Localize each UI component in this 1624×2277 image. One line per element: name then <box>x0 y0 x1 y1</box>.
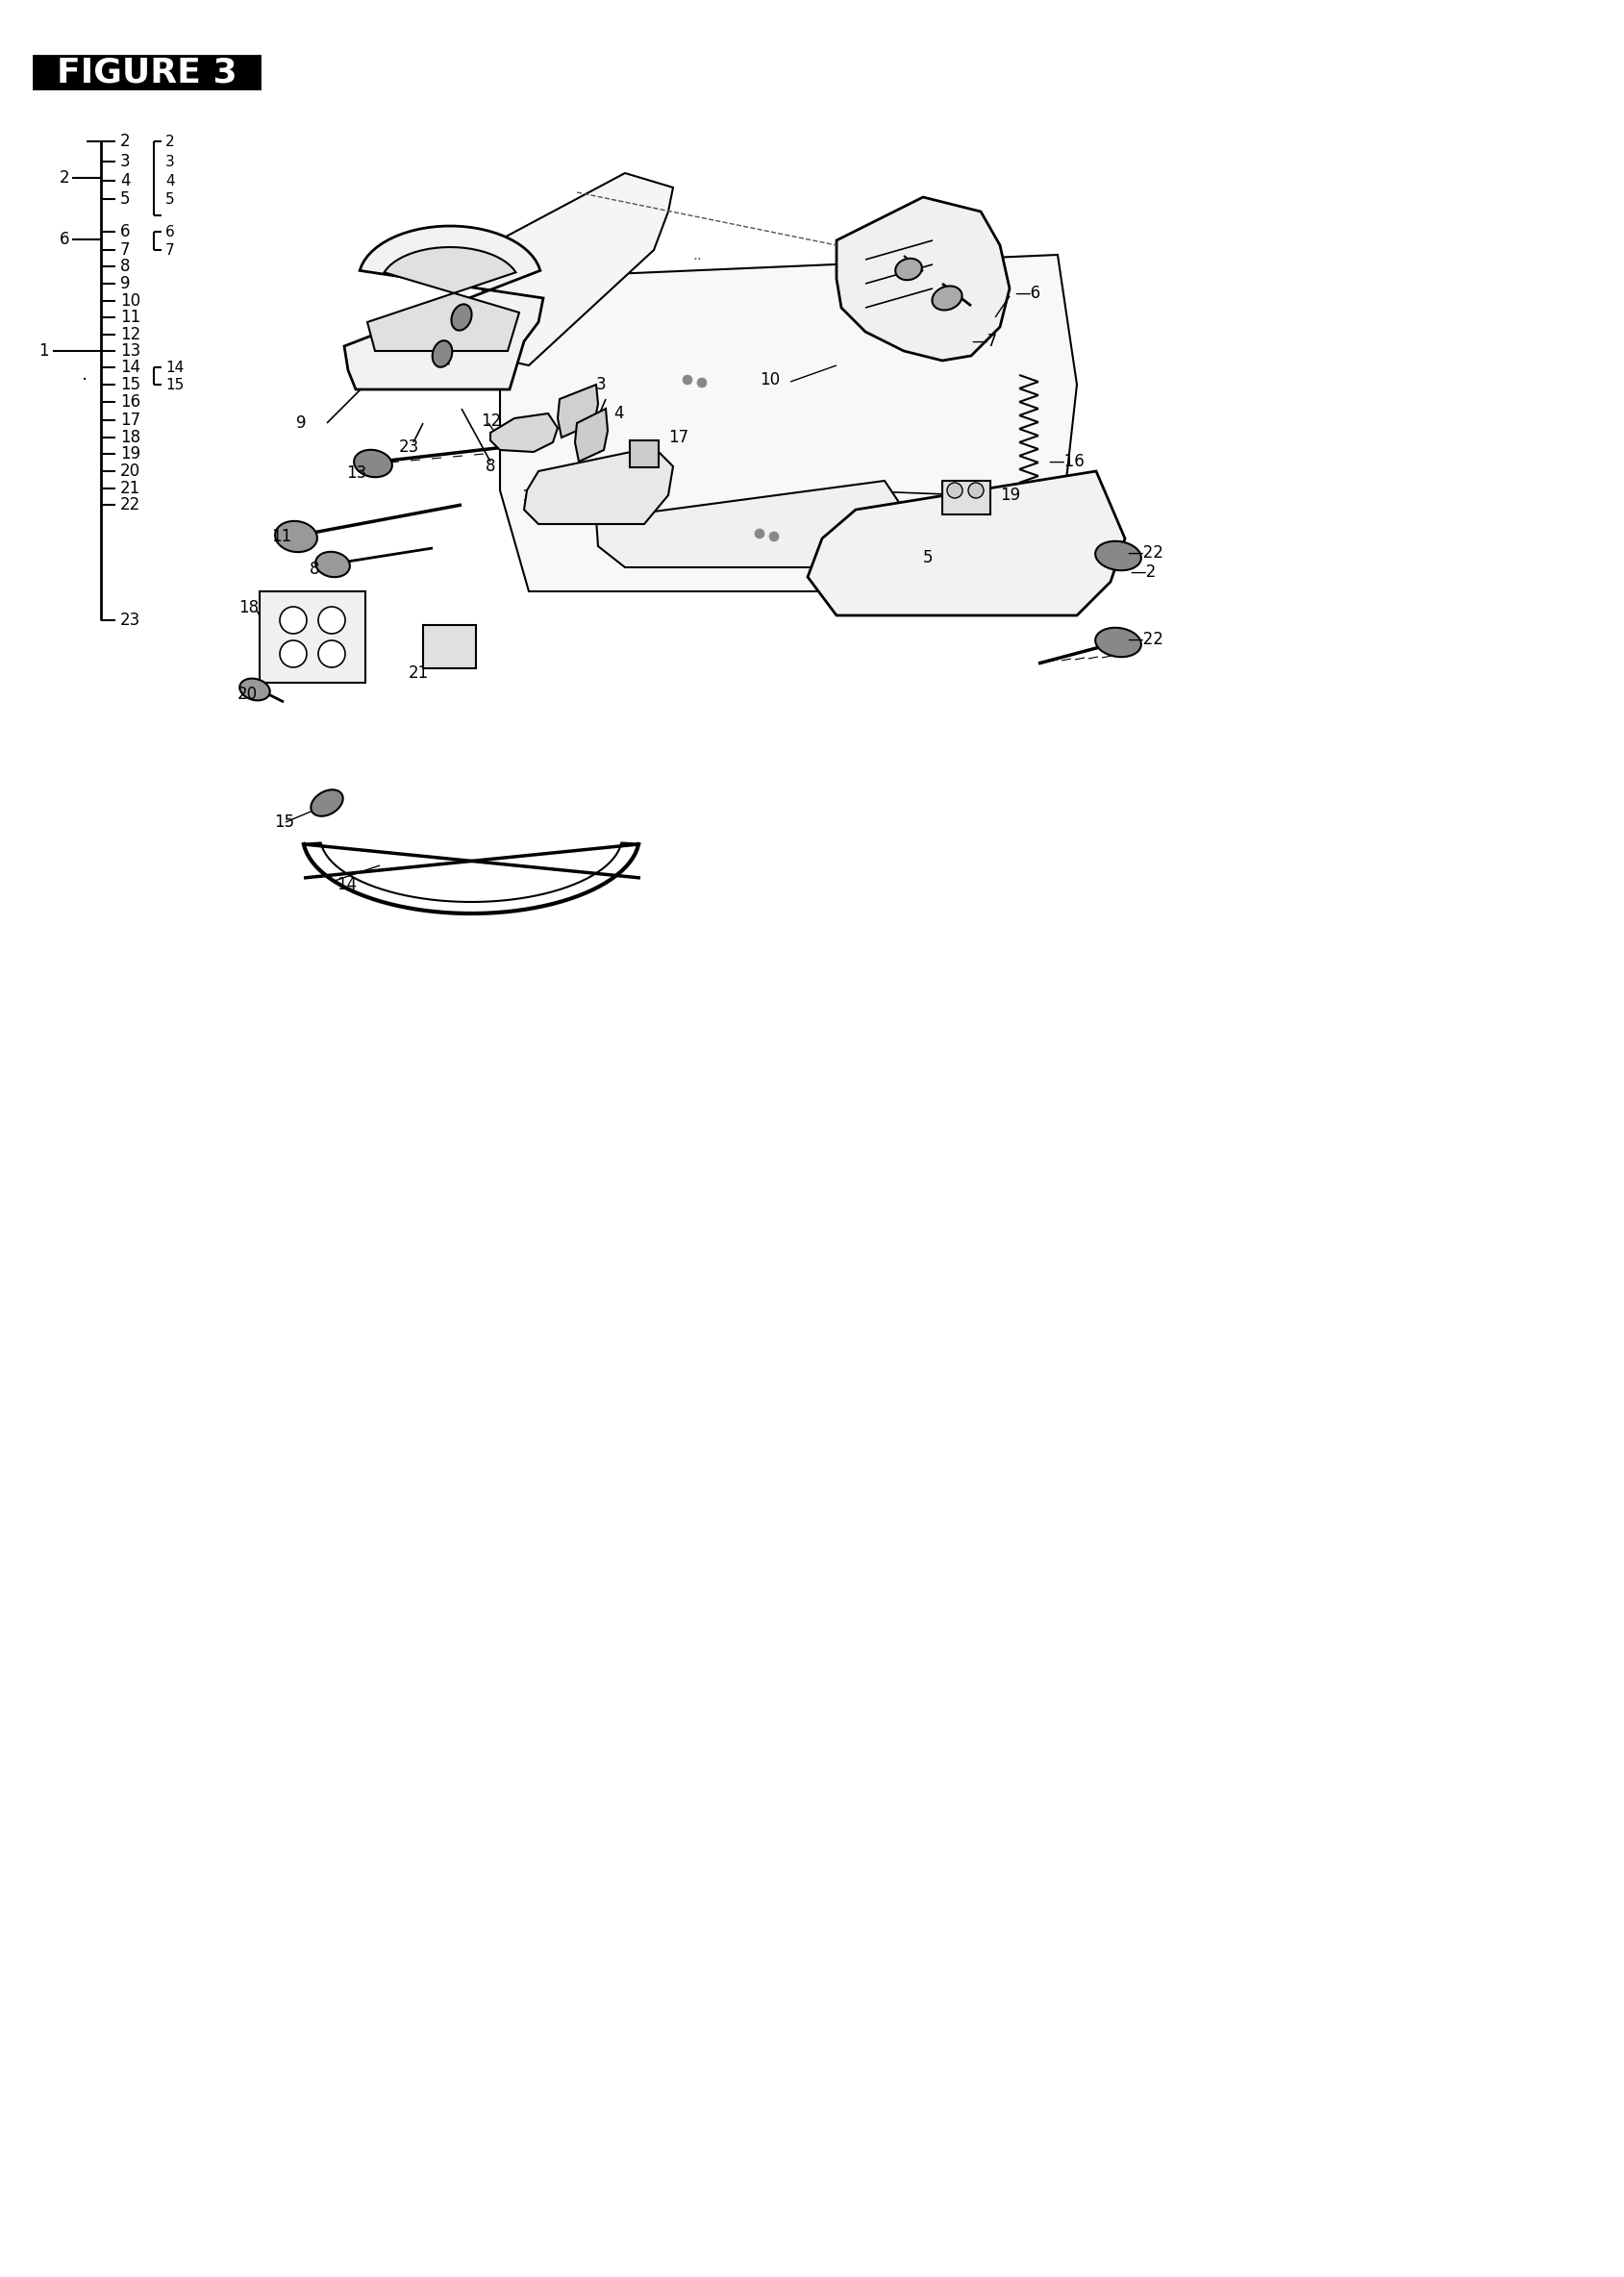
Bar <box>260 592 365 683</box>
Text: 22: 22 <box>120 496 141 515</box>
Ellipse shape <box>682 376 692 385</box>
Text: 3: 3 <box>166 155 175 168</box>
Text: 23: 23 <box>400 439 419 455</box>
Text: 7: 7 <box>166 244 175 257</box>
Text: 2: 2 <box>166 134 175 148</box>
Text: 9: 9 <box>120 276 130 291</box>
Text: 15: 15 <box>274 813 294 831</box>
Ellipse shape <box>354 451 391 478</box>
Polygon shape <box>500 255 1077 592</box>
Text: 3: 3 <box>596 376 606 394</box>
Text: 17: 17 <box>667 428 689 446</box>
Text: 14: 14 <box>336 877 357 893</box>
Polygon shape <box>481 173 672 364</box>
Polygon shape <box>525 446 672 524</box>
Ellipse shape <box>770 533 780 542</box>
Ellipse shape <box>240 679 270 701</box>
Text: 11: 11 <box>271 528 292 544</box>
Text: 20: 20 <box>237 685 258 704</box>
Ellipse shape <box>310 790 343 815</box>
Text: —22: —22 <box>1127 544 1163 562</box>
Ellipse shape <box>841 519 851 528</box>
Text: 7: 7 <box>120 241 130 260</box>
Text: ··: ·· <box>692 253 702 266</box>
Text: 20: 20 <box>120 462 141 480</box>
Text: 2: 2 <box>120 132 130 150</box>
Text: 23: 23 <box>120 613 141 628</box>
Ellipse shape <box>968 483 984 499</box>
Polygon shape <box>490 414 557 451</box>
Text: 11: 11 <box>120 310 141 326</box>
Ellipse shape <box>932 287 961 310</box>
Text: 15: 15 <box>120 376 141 394</box>
Text: 5: 5 <box>166 191 175 207</box>
Text: 1: 1 <box>39 342 49 360</box>
Ellipse shape <box>279 606 307 633</box>
Text: FIGURE 3: FIGURE 3 <box>57 55 237 89</box>
Text: 18: 18 <box>239 599 258 617</box>
Polygon shape <box>575 408 607 462</box>
Text: 19: 19 <box>120 446 141 462</box>
Text: 8: 8 <box>310 560 320 578</box>
Text: 8: 8 <box>486 458 495 476</box>
Text: 12: 12 <box>481 412 502 430</box>
Text: 6: 6 <box>60 230 70 248</box>
Text: 9: 9 <box>296 414 307 433</box>
Text: 14: 14 <box>120 360 141 376</box>
Bar <box>942 480 991 515</box>
Text: 4: 4 <box>120 173 130 189</box>
Ellipse shape <box>755 528 765 537</box>
Text: 12: 12 <box>120 326 141 344</box>
Ellipse shape <box>318 606 346 633</box>
Text: ·: · <box>81 371 88 389</box>
Text: 14: 14 <box>166 360 184 373</box>
Ellipse shape <box>856 521 866 533</box>
Text: 10: 10 <box>760 371 780 389</box>
Text: —6: —6 <box>1015 285 1041 303</box>
Polygon shape <box>836 198 1010 360</box>
Text: 13: 13 <box>120 342 141 360</box>
Text: 17: 17 <box>120 412 141 428</box>
Text: 8: 8 <box>120 257 130 276</box>
Text: 4: 4 <box>614 405 624 421</box>
Text: 10: 10 <box>120 291 141 310</box>
Polygon shape <box>557 385 598 437</box>
Text: —7: —7 <box>971 332 997 351</box>
Text: 15: 15 <box>166 378 184 392</box>
Ellipse shape <box>1095 628 1142 658</box>
Bar <box>630 439 659 467</box>
Ellipse shape <box>432 342 451 367</box>
Text: 5: 5 <box>120 191 130 207</box>
Ellipse shape <box>274 521 317 551</box>
Text: 4: 4 <box>166 173 175 189</box>
Bar <box>34 55 260 89</box>
Bar <box>424 624 476 667</box>
Polygon shape <box>807 471 1125 615</box>
Ellipse shape <box>895 260 922 280</box>
Text: —22: —22 <box>1127 631 1163 649</box>
Text: —2: —2 <box>1130 562 1156 581</box>
Text: 3: 3 <box>120 153 130 171</box>
Polygon shape <box>596 480 913 567</box>
Text: 21: 21 <box>120 480 141 496</box>
Text: 19: 19 <box>1000 487 1020 503</box>
Ellipse shape <box>279 640 307 667</box>
Ellipse shape <box>697 378 706 387</box>
Text: 6: 6 <box>166 225 175 239</box>
Text: 16: 16 <box>120 394 141 410</box>
Polygon shape <box>367 248 520 351</box>
Text: 13: 13 <box>346 465 367 483</box>
Ellipse shape <box>451 305 471 330</box>
Ellipse shape <box>318 640 346 667</box>
Text: 2: 2 <box>60 168 70 187</box>
Text: 6: 6 <box>120 223 130 241</box>
Ellipse shape <box>315 551 349 576</box>
Text: 5: 5 <box>922 549 934 567</box>
Ellipse shape <box>1095 542 1142 572</box>
Text: 21: 21 <box>409 665 429 681</box>
Text: —16: —16 <box>1047 453 1085 471</box>
Ellipse shape <box>947 483 963 499</box>
Text: 18: 18 <box>120 428 141 446</box>
Polygon shape <box>344 225 544 389</box>
